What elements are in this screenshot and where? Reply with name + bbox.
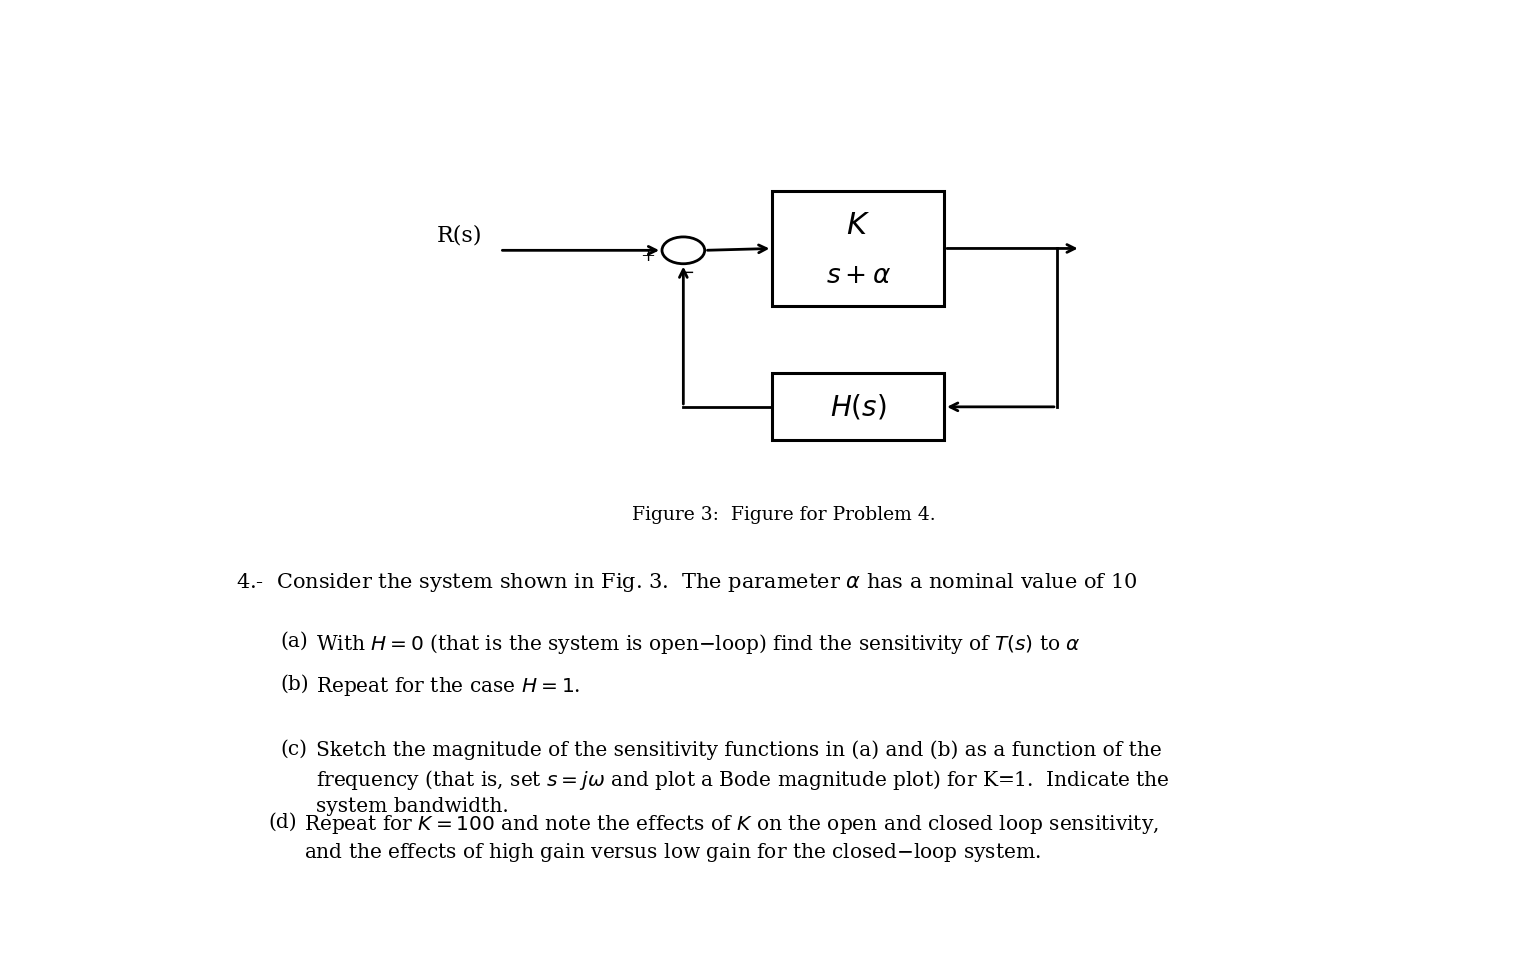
Text: and the effects of high gain versus low gain for the closed$-$loop system.: and the effects of high gain versus low …: [304, 841, 1040, 864]
Text: (a): (a): [280, 632, 308, 650]
Text: R(s): R(s): [436, 225, 482, 247]
Text: (b): (b): [280, 676, 309, 694]
Bar: [773, 191, 944, 306]
Text: Sketch the magnitude of the sensitivity functions in (a) and (b) as a function o: Sketch the magnitude of the sensitivity …: [315, 740, 1161, 760]
Text: Repeat for $K = 100$ and note the effects of $K$ on the open and closed loop sen: Repeat for $K = 100$ and note the effect…: [304, 813, 1158, 836]
Text: $K$: $K$: [846, 210, 871, 241]
Text: −: −: [679, 263, 695, 282]
Text: With $H = 0$ (that is the system is open$-$loop) find the sensitivity of $T(s)$ : With $H = 0$ (that is the system is open…: [315, 632, 1080, 656]
Text: +: +: [640, 247, 655, 265]
Text: $s + \alpha$: $s + \alpha$: [826, 262, 890, 287]
Text: Repeat for the case $H = 1$.: Repeat for the case $H = 1$.: [315, 676, 580, 698]
Text: system bandwidth.: system bandwidth.: [315, 797, 508, 816]
Text: Figure 3:  Figure for Problem 4.: Figure 3: Figure for Problem 4.: [632, 506, 936, 524]
Text: (d): (d): [268, 813, 297, 832]
Text: (c): (c): [280, 740, 308, 759]
Text: frequency (that is, set $s = j\omega$ and plot a Bode magnitude plot) for K=1.  : frequency (that is, set $s = j\omega$ an…: [315, 769, 1169, 793]
Text: 4.-  Consider the system shown in Fig. 3.  The parameter $\alpha$ has a nominal : 4.- Consider the system shown in Fig. 3.…: [236, 570, 1138, 593]
Bar: [773, 374, 944, 440]
Text: $H(s)$: $H(s)$: [829, 392, 886, 421]
